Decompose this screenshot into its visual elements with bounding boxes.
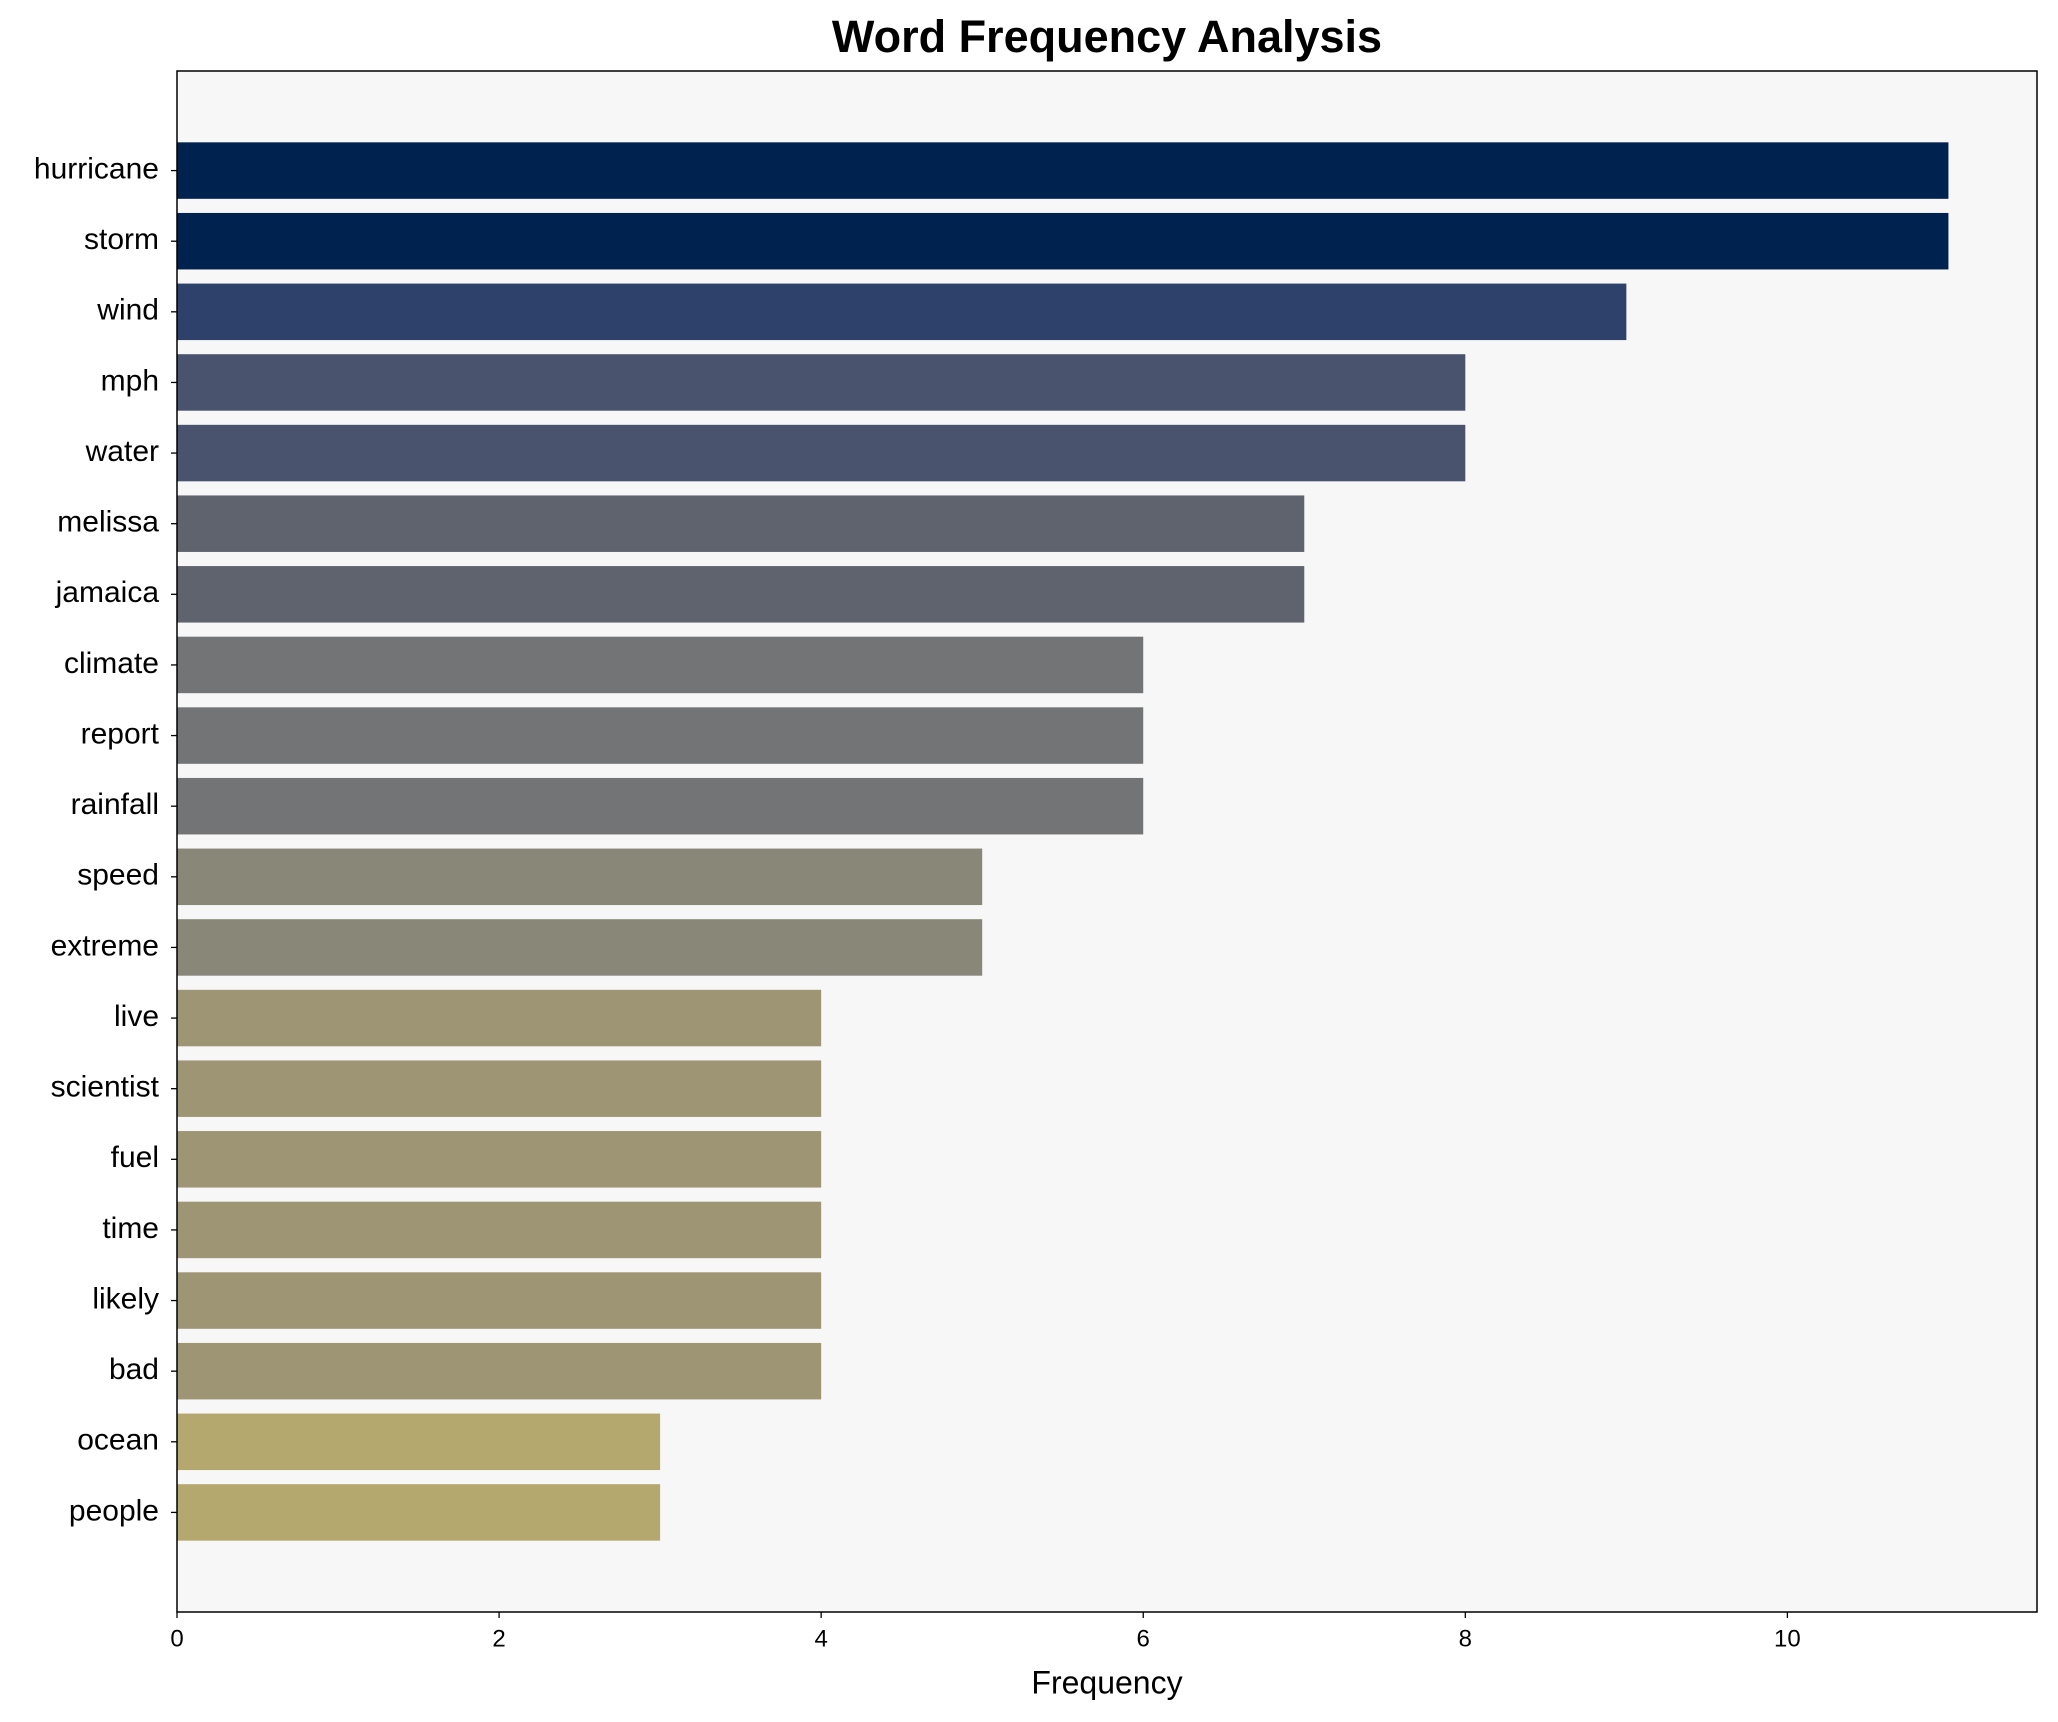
y-tick-label: extreme — [51, 929, 159, 962]
bar — [177, 354, 1466, 411]
bar — [177, 1342, 822, 1400]
y-tick-label: hurricane — [34, 153, 159, 186]
bar — [177, 1131, 822, 1188]
x-tick-label: 2 — [492, 1625, 505, 1652]
x-tick-label: 4 — [814, 1625, 827, 1652]
bar — [177, 1413, 661, 1471]
bar — [177, 636, 1144, 694]
plot-frame — [176, 70, 2038, 1613]
bar — [177, 919, 983, 976]
bar — [177, 848, 983, 906]
x-tick-label: 8 — [1459, 1625, 1472, 1652]
bar — [177, 707, 1144, 764]
y-tick-label: people — [69, 1494, 159, 1527]
y-tick-label: water — [85, 435, 159, 468]
bar — [177, 283, 1627, 341]
y-tick-label: likely — [92, 1282, 159, 1315]
bar — [177, 1060, 822, 1117]
y-tick-label: storm — [84, 223, 159, 256]
bar — [177, 1484, 661, 1541]
y-tick-label: melissa — [57, 506, 159, 539]
chart-title: Word Frequency Analysis — [832, 11, 1382, 62]
y-tick-label: ocean — [77, 1424, 159, 1457]
bar — [177, 1201, 822, 1259]
bar — [177, 212, 1949, 270]
bar — [177, 142, 1949, 199]
y-tick-label: fuel — [111, 1141, 159, 1174]
bar — [177, 989, 822, 1047]
y-tick-label: wind — [96, 294, 159, 327]
y-tick-label: scientist — [51, 1071, 160, 1104]
bar — [177, 424, 1466, 482]
y-tick-label: jamaica — [55, 576, 160, 609]
y-tick-label: mph — [101, 364, 159, 397]
y-tick-label: report — [81, 717, 160, 750]
x-tick-label: 6 — [1137, 1625, 1150, 1652]
bar — [177, 566, 1305, 623]
y-tick-label: live — [114, 1000, 159, 1033]
bar — [177, 495, 1305, 552]
y-tick-label: speed — [77, 859, 159, 892]
y-tick-label: time — [102, 1212, 159, 1245]
x-tick-label: 0 — [170, 1625, 183, 1652]
y-tick-label: climate — [64, 647, 159, 680]
y-tick-label: bad — [109, 1353, 159, 1386]
bar — [177, 1272, 822, 1329]
x-tick-label: 10 — [1774, 1625, 1801, 1652]
x-axis-label: Frequency — [1031, 1664, 1182, 1700]
y-tick-label: rainfall — [71, 788, 159, 821]
bar — [177, 777, 1144, 835]
